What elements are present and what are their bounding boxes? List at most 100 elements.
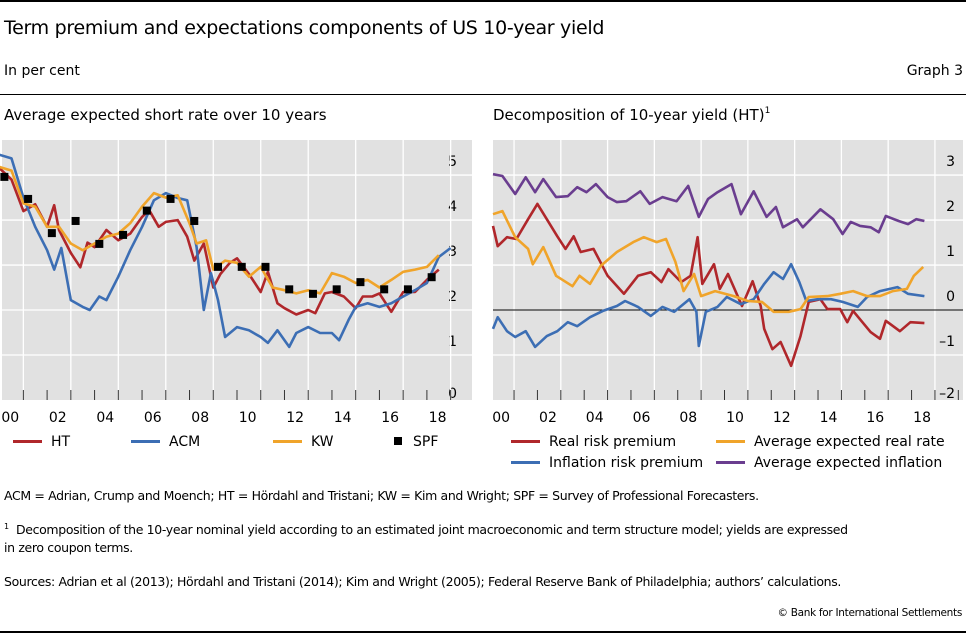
footnote-number: 1: [4, 522, 9, 531]
page-title: Term premium and expectations components…: [4, 17, 605, 39]
y-tick-label: 1: [946, 244, 955, 260]
x-tick-label: 06: [633, 410, 651, 426]
spf-marker: [380, 285, 389, 294]
y-tick-label: 4: [448, 199, 457, 215]
x-tick-label: 14: [334, 410, 352, 426]
legend-item-acm: ACM: [131, 434, 200, 450]
series-line-average-expected-real-rate: [492, 209, 925, 314]
x-tick-label: 18: [429, 410, 447, 426]
x-tick-label: 04: [586, 410, 604, 426]
y-tick-label: 3: [448, 244, 457, 260]
top-rule: [0, 0, 966, 2]
y-tick-label: 2: [946, 199, 955, 215]
spf-marker: [190, 216, 199, 225]
x-tick-label: 14: [820, 410, 838, 426]
x-tick-label: 10: [239, 410, 257, 426]
legend-label: ACM: [169, 434, 201, 450]
legend-item-inflation-risk-premium: Inflation risk premium: [511, 455, 703, 471]
x-tick-label: 02: [539, 410, 557, 426]
footnote-1-continued: in zero coupon terms.: [4, 540, 133, 555]
right-plot-background: [493, 140, 963, 400]
right-panel-title: Decomposition of 10-year yield (HT)1: [493, 106, 770, 124]
x-tick-label: 02: [49, 410, 67, 426]
unit-label: In per cent: [4, 63, 80, 79]
spf-marker: [47, 229, 56, 238]
spf-marker: [332, 285, 341, 294]
x-tick-label: 12: [286, 410, 304, 426]
legend-swatch: [511, 439, 540, 443]
header-rule: [0, 94, 966, 95]
spf-marker: [142, 206, 151, 215]
y-tick-label: –2: [939, 386, 955, 402]
x-tick-label: 10: [726, 410, 744, 426]
spf-marker: [403, 285, 412, 294]
legend-label: Average expected real rate: [754, 434, 945, 450]
legend-item-average-expected-inflation: Average expected inflation: [716, 455, 942, 471]
spf-marker: [119, 230, 128, 239]
x-tick-label: 16: [381, 410, 399, 426]
left-panel-title: Average expected short rate over 10 year…: [4, 106, 327, 124]
y-tick-label: 2: [448, 289, 457, 305]
abbreviations-note: ACM = Adrian, Crump and Moench; HT = Hör…: [4, 488, 759, 503]
x-tick-label: 16: [866, 410, 884, 426]
series-line-inflation-risk-premium: [491, 262, 925, 349]
spf-marker: [427, 273, 436, 282]
y-tick-label: 3: [946, 154, 955, 170]
legend-item-spf: SPF: [394, 434, 438, 450]
x-tick-label: 18: [913, 410, 931, 426]
bottom-rule: [0, 631, 966, 633]
footnote-marker: 1: [764, 106, 771, 116]
spf-marker: [214, 262, 223, 271]
copyright: © Bank for International Settlements: [777, 607, 962, 619]
legend-label: SPF: [413, 434, 439, 450]
spf-marker: [24, 194, 33, 203]
legend-item-ht: HT: [13, 434, 70, 450]
legend-swatch: [131, 439, 160, 443]
x-tick-label: 08: [679, 410, 697, 426]
legend-label: KW: [311, 434, 334, 450]
y-tick-label: 0: [946, 289, 955, 305]
series-line-ht: [0, 167, 440, 316]
legend-label: Inflation risk premium: [549, 455, 704, 471]
legend-item-kw: KW: [273, 434, 334, 450]
sources-note: Sources: Adrian et al (2013); Hördahl an…: [4, 574, 842, 589]
x-tick-label: 12: [773, 410, 791, 426]
spf-marker: [308, 289, 317, 298]
footnote-1: 1 Decomposition of the 10-year nominal y…: [4, 522, 848, 537]
spf-marker: [237, 262, 246, 271]
series-line-average-expected-inflation: [492, 172, 925, 236]
legend-marker: [394, 437, 402, 445]
legend-label: Average expected inflation: [754, 455, 943, 471]
series-line-acm: [0, 153, 452, 349]
legend-label: Real risk premium: [549, 434, 677, 450]
y-tick-label: 0: [448, 386, 457, 402]
y-tick-label: –1: [939, 334, 955, 350]
graph-number: Graph 3: [906, 63, 963, 79]
left-plot-background: [2, 140, 472, 400]
x-tick-label: 00: [492, 410, 510, 426]
legend-swatch: [511, 460, 540, 464]
legend-swatch: [716, 460, 745, 464]
legend-swatch: [716, 439, 745, 443]
series-line-real-risk-premium: [491, 202, 925, 368]
left-panel-title-text: Average expected short rate over 10 year…: [4, 106, 327, 124]
footnote-text-line1: Decomposition of the 10-year nominal yie…: [16, 522, 848, 537]
spf-marker: [166, 194, 175, 203]
x-tick-label: 04: [96, 410, 114, 426]
y-tick-label: 5: [448, 154, 457, 170]
legend-item-average-expected-real-rate: Average expected real rate: [716, 434, 945, 450]
y-tick-label: 1: [448, 334, 457, 350]
right-panel-title-text: Decomposition of 10-year yield (HT): [493, 106, 765, 124]
spf-marker: [71, 216, 80, 225]
spf-marker: [285, 285, 294, 294]
spf-marker: [95, 239, 104, 248]
spf-marker: [356, 278, 365, 287]
spf-marker: [261, 262, 270, 271]
legend-swatch: [273, 439, 302, 443]
legend-swatch: [13, 439, 42, 443]
x-tick-label: 06: [144, 410, 162, 426]
spf-marker: [0, 172, 9, 181]
